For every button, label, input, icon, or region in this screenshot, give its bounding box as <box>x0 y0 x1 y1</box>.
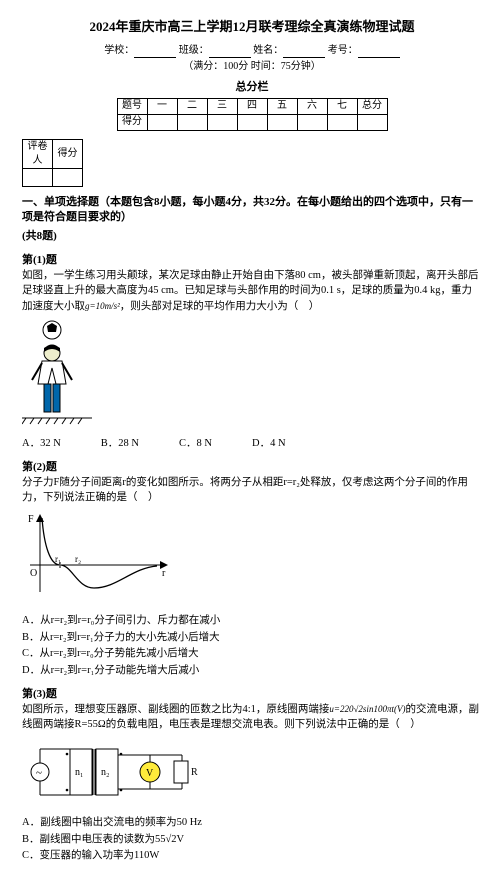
q3-optA: A．副线圈中输出交流电的频率为50 Hz <box>22 816 482 831</box>
q1-options: A．32 N B．28 N C．8 N D．4 N <box>22 437 482 452</box>
meta-line: 学校： 班级： 姓名： 考号： <box>22 44 482 58</box>
name-blank <box>283 48 325 58</box>
c4 <box>237 114 267 130</box>
q2-optC: C．从r=r₂到r=r₀分子势能先减小后增大 <box>22 647 482 662</box>
th-4: 四 <box>237 98 267 114</box>
q1-body: 如图，一学生练习用头颠球，某次足球由静止开始自由下落80 cm，被头部弹重新顶起… <box>22 268 482 314</box>
page-title: 2024年重庆市高三上学期12月联考理综全真演练物理试题 <box>22 18 482 36</box>
th-7: 七 <box>327 98 357 114</box>
q1-g: g=10m/s² <box>85 301 120 311</box>
q2-options: A．从r=r₂到r=r₀分子间引力、斥力都在减小 B．从r=r₂到r=r₁分子力… <box>22 614 482 679</box>
q1-label: 第(1)题 <box>22 253 482 268</box>
section1-sub: (共8题) <box>22 229 482 244</box>
class-label: 班级： <box>179 45 209 56</box>
c5 <box>267 114 297 130</box>
c6 <box>297 114 327 130</box>
q2-optB: B．从r=r₂到r=r₁分子力的大小先减小后增大 <box>22 631 482 646</box>
c8 <box>357 114 387 130</box>
th-6: 六 <box>297 98 327 114</box>
c3 <box>207 114 237 130</box>
q1-figure <box>22 318 482 433</box>
q3-body1: 如图所示，理想变压器原、副线圈的匝数之比为4:1，原线圈两端接 <box>22 704 329 715</box>
grader-table: 评卷人 得分 <box>22 139 83 187</box>
q1-body2: ，则头部对足球的平均作用力大小为（ ） <box>120 301 320 312</box>
th-1: 一 <box>147 98 177 114</box>
c2 <box>177 114 207 130</box>
school-blank <box>134 48 176 58</box>
q1-optC: C．8 N <box>179 437 212 452</box>
c7 <box>327 114 357 130</box>
sym-R: R <box>191 767 198 778</box>
tick-r2: r₂ <box>75 554 81 564</box>
q1-optD: D．4 N <box>252 437 286 452</box>
name-label: 姓名： <box>253 45 283 56</box>
sym-n2: n₂ <box>101 767 110 778</box>
grader-b1 <box>23 168 53 186</box>
q2-body: 分子力F随分子间距离r的变化如图所示。将两分子从相距r=r₂处释放，仅考虑这两个… <box>22 475 482 505</box>
class-blank <box>209 48 251 58</box>
examno-blank <box>358 48 400 58</box>
q3-label: 第(3)题 <box>22 687 482 702</box>
examno-label: 考号： <box>328 45 358 56</box>
score-table: 题号 一 二 三 四 五 六 七 总分 得分 <box>117 98 388 131</box>
q3-optC: C．变压器的输入功率为110W <box>22 849 482 864</box>
sym-src: ~ <box>36 767 42 779</box>
q3-options: A．副线圈中输出交流电的频率为50 Hz B．副线圈中电压表的读数为55√2V … <box>22 816 482 864</box>
row2-label: 得分 <box>117 114 147 130</box>
q2-label: 第(2)题 <box>22 460 482 475</box>
th-5: 五 <box>267 98 297 114</box>
score-table-title: 总分栏 <box>22 80 482 95</box>
q3-optB: B．副线圈中电压表的读数为55√2V <box>22 833 482 848</box>
th-8: 总分 <box>357 98 387 114</box>
th-3: 三 <box>207 98 237 114</box>
q2-optD: D．从r=r₂到r=r₁分子动能先增大后减小 <box>22 664 482 679</box>
q2-figure: F O r r₁ r₂ <box>22 510 482 610</box>
time-note: （满分：100分 时间：75分钟） <box>22 60 482 74</box>
section1-head: 一、单项选择题（本题包含8小题，每小题4分，共32分。在每小题给出的四个选项中，… <box>22 195 482 226</box>
school-label: 学校： <box>104 45 134 56</box>
th-0: 题号 <box>117 98 147 114</box>
grader-c1: 评卷人 <box>23 139 53 168</box>
q3-body: 如图所示，理想变压器原、副线圈的匝数之比为4:1，原线圈两端接u=220√2si… <box>22 702 482 732</box>
grader-c2: 得分 <box>53 139 83 168</box>
sym-n1: n₁ <box>75 767 84 778</box>
grader-b2 <box>53 168 83 186</box>
axis-r: r <box>162 568 166 579</box>
c1 <box>147 114 177 130</box>
axis-F: F <box>28 514 34 525</box>
th-2: 二 <box>177 98 207 114</box>
sym-V: V <box>146 768 154 779</box>
q3-figure: ~ n₁ n₂ V R <box>22 737 482 812</box>
q1-optA: A．32 N <box>22 437 61 452</box>
axis-O: O <box>30 568 37 579</box>
q2-optA: A．从r=r₂到r=r₀分子间引力、斥力都在减小 <box>22 614 482 629</box>
q1-optB: B．28 N <box>101 437 139 452</box>
